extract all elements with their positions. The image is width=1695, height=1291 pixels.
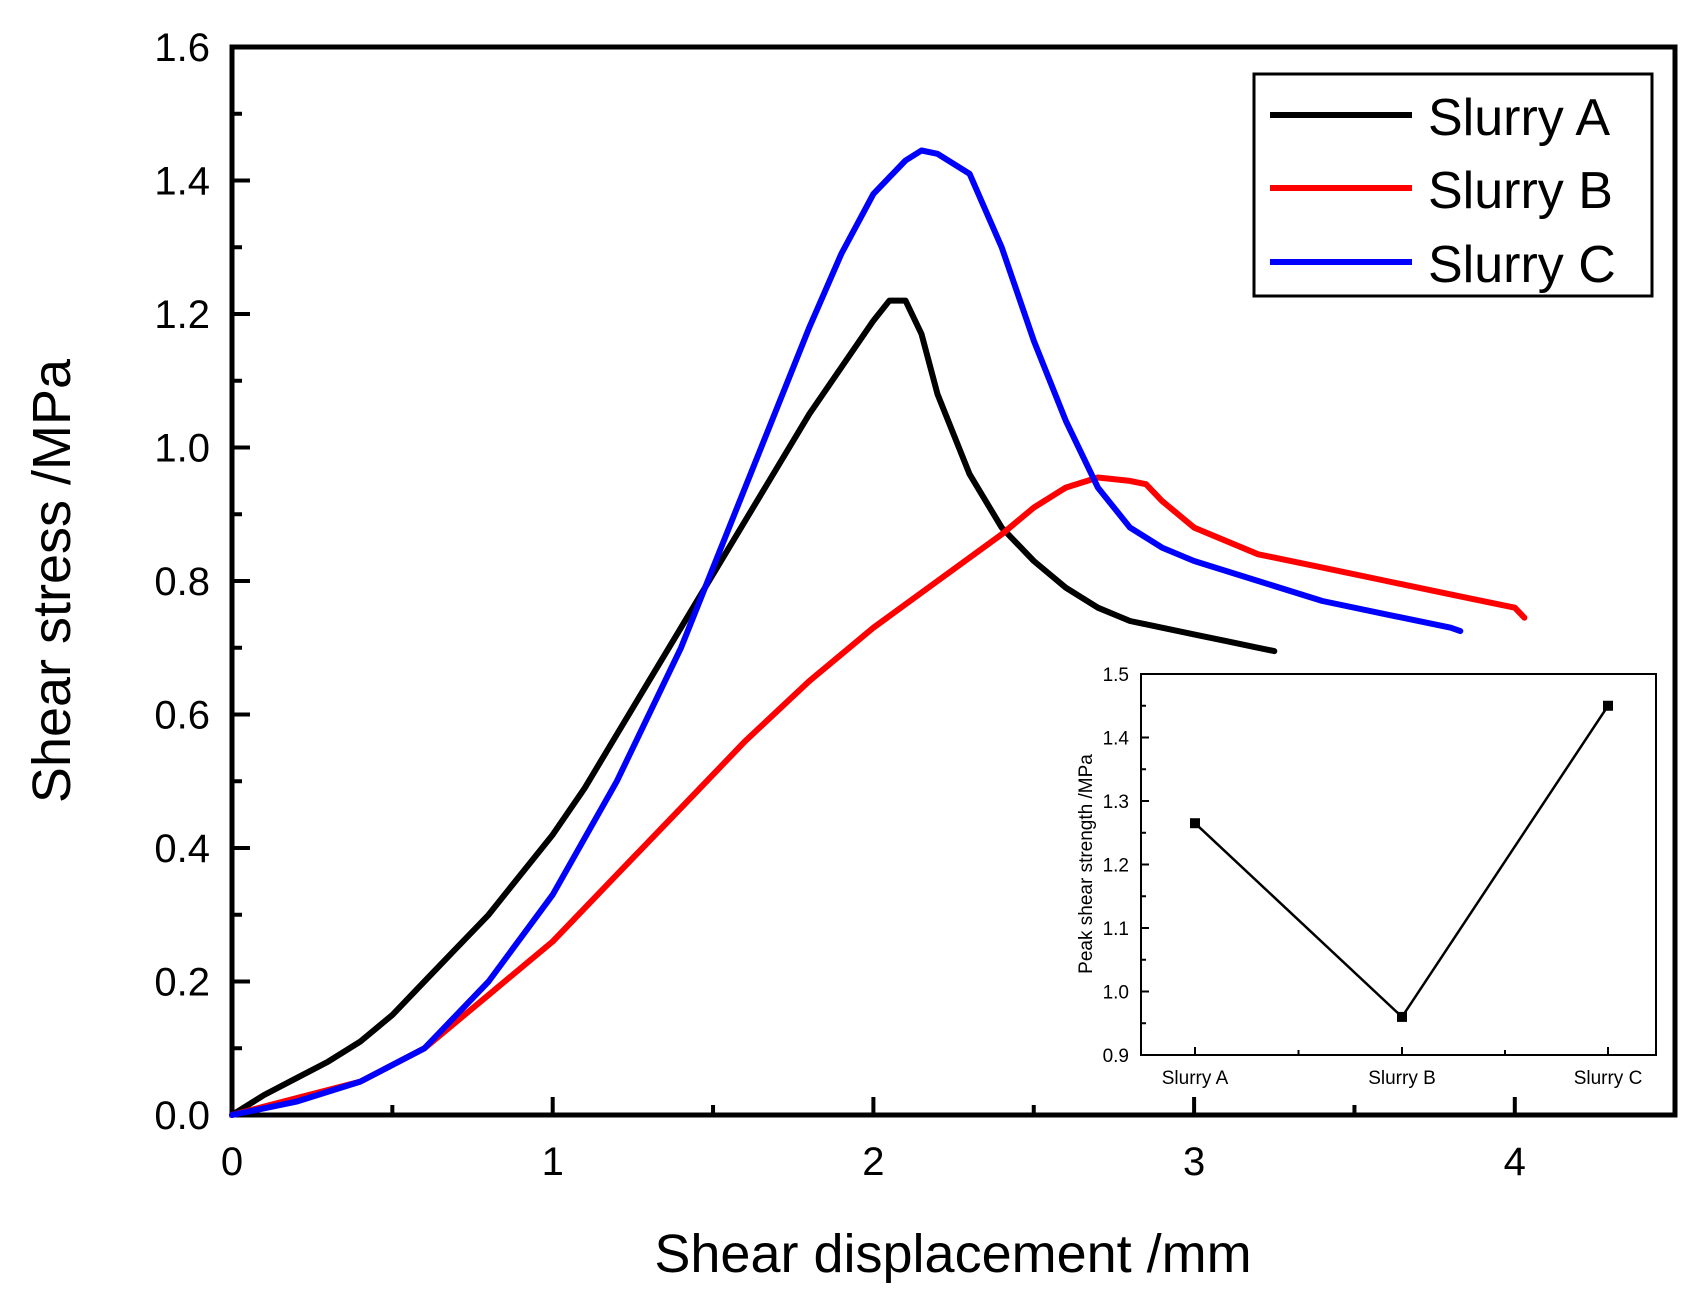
y-tick-label: 0.4: [154, 827, 210, 871]
legend-label-slurry-b: Slurry B: [1428, 162, 1613, 220]
y-axis-title: Shear stress /MPa: [22, 358, 82, 803]
inset-y-tick-label: 1.2: [1103, 856, 1129, 877]
x-tick-label: 4: [1504, 1140, 1526, 1184]
x-tick-label: 3: [1183, 1140, 1205, 1184]
inset-y-tick-label: 1.1: [1103, 919, 1129, 940]
y-tick-label: 1.6: [154, 26, 210, 70]
series-line-slurry-c: [229, 147, 1464, 1118]
inset-x-tick-label: Slurry C: [1574, 1068, 1643, 1089]
inset-chart: 0.9 1.0 1.1 1.2 1.3 1.4 1.5 Slurry A Slurry B Slu…: [1076, 665, 1657, 1089]
main-series-lines: [229, 147, 1528, 1118]
y-tick-label: 1.2: [154, 293, 210, 337]
inset-plot-frame: [1140, 673, 1657, 1056]
inset-y-tick-label: 1.0: [1103, 983, 1129, 1004]
inset-point-slurry-c: [1603, 700, 1613, 711]
x-axis-title: Shear displacement /mm: [654, 1224, 1251, 1284]
main-axis-ticks: 0 1 2 3 4 0.0 0.2 0.4 0.6 0.8 1.0 1.2 1.4 1.6: [154, 26, 1526, 1184]
y-tick-label: 1.0: [154, 427, 210, 471]
legend-label-slurry-c: Slurry C: [1428, 236, 1616, 294]
x-tick-label: 0: [221, 1140, 243, 1184]
inset-x-tick-label: Slurry B: [1368, 1068, 1436, 1089]
inset-y-tick-label: 0.9: [1103, 1046, 1129, 1067]
inset-y-axis-title: Peak shear strength /MPa: [1076, 754, 1097, 974]
y-tick-label: 1.4: [154, 160, 210, 204]
inset-x-tick-label: Slurry A: [1162, 1068, 1229, 1089]
legend-label-slurry-a: Slurry A: [1428, 89, 1610, 147]
inset-y-tick-label: 1.3: [1103, 792, 1129, 813]
legend: Slurry A Slurry B Slurry C: [1252, 72, 1654, 298]
y-tick-label: 0.2: [154, 961, 210, 1005]
y-tick-label: 0.0: [154, 1094, 210, 1138]
series-line-slurry-a: [229, 297, 1278, 1118]
inset-y-tick-label: 1.4: [1103, 729, 1130, 750]
x-tick-label: 2: [862, 1140, 884, 1184]
inset-series: [1190, 700, 1613, 1022]
inset-point-slurry-b: [1397, 1011, 1407, 1022]
y-tick-label: 0.8: [154, 560, 210, 604]
x-tick-label: 1: [542, 1140, 564, 1184]
series-line-slurry-b: [229, 474, 1528, 1118]
y-tick-label: 0.6: [154, 694, 210, 738]
inset-axis-ticks: 0.9 1.0 1.1 1.2 1.3 1.4 1.5 Slurry A Slurry B Slu…: [1103, 665, 1643, 1089]
inset-y-tick-label: 1.5: [1103, 665, 1129, 686]
inset-point-slurry-a: [1190, 818, 1200, 829]
